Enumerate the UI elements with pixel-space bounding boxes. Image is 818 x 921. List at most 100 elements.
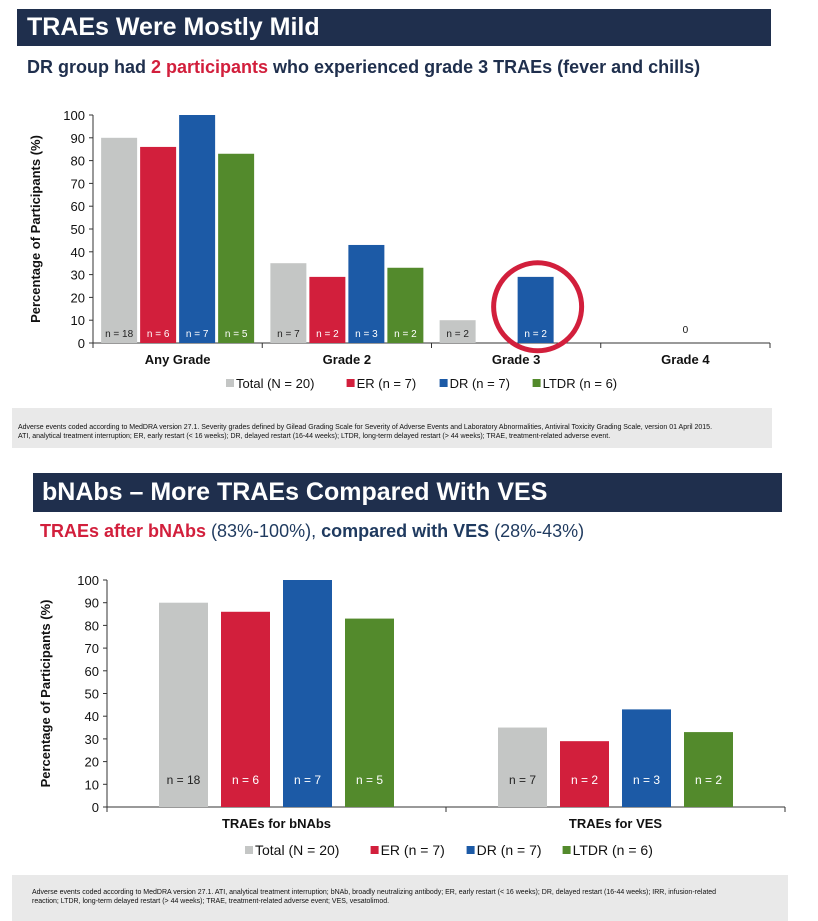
legend-label-total: Total (N = 20) [236, 376, 314, 391]
legend-label-total: Total (N = 20) [255, 842, 339, 858]
bar-dr [622, 709, 671, 807]
legend-swatch-ltdr [562, 846, 571, 854]
bar-total [101, 137, 138, 343]
subtitle-text-1: DR group had [27, 57, 151, 77]
bar-dr [179, 115, 216, 343]
subtitle-highlight: 2 participants [151, 57, 269, 77]
bar-ltdr [218, 153, 255, 343]
legend-swatch-dr [466, 846, 475, 854]
bar-n-label: n = 5 [356, 773, 383, 787]
bar-total [270, 263, 307, 343]
legend-label-dr: DR (n = 7) [450, 376, 510, 391]
bnab-ves-bar-chart: 0 10 20 30 40 50 60 70 80 90 100 Percentage of Part… [38, 573, 786, 858]
slide-2-title: bNAbs – More TRAEs Compared With VES [33, 473, 782, 512]
y-tick-label: 60 [71, 199, 85, 214]
slide-1-title: TRAEs Were Mostly Mild [17, 9, 771, 46]
legend-label-er: ER (n = 7) [381, 842, 445, 858]
slide-1-subtitle: DR group had 2 participants who experien… [27, 57, 700, 78]
y-tick-label: 0 [78, 336, 85, 351]
subtitle-range-2: (28%-43%) [489, 521, 585, 541]
legend-swatch-ltdr [532, 379, 541, 387]
y-tick-label: 20 [85, 755, 99, 770]
y-tick-label: 50 [71, 222, 85, 237]
bar-n-label: n = 7 [294, 773, 321, 787]
bar-n-label: n = 7 [186, 329, 209, 340]
x-category-label: Grade 2 [323, 352, 371, 367]
highlight-circle [491, 260, 585, 354]
footnote-line-2: ATI, analytical treatment interruption; … [18, 433, 611, 440]
y-tick-label: 100 [63, 108, 85, 123]
y-tick-label: 80 [71, 154, 85, 169]
bar-n-label: n = 7 [509, 773, 536, 787]
y-tick-label: 30 [85, 732, 99, 747]
y-tick-label: 100 [77, 573, 99, 588]
x-category-label: Any Grade [145, 352, 211, 367]
legend-label-ltdr: LTDR (n = 6) [573, 842, 653, 858]
bar-n-label: n = 2 [524, 329, 547, 340]
bar-dr [283, 580, 332, 807]
y-tick-label: 0 [92, 800, 99, 815]
y-tick-label: 20 [71, 290, 85, 305]
y-tick-label: 60 [85, 664, 99, 679]
x-category-label: Grade 4 [661, 352, 710, 367]
bar-total [498, 727, 547, 807]
bar-ltdr [387, 267, 424, 343]
y-axis-label: Percentage of Participants (%) [28, 135, 43, 323]
bar-n-label: n = 2 [394, 329, 417, 340]
legend-swatch-dr [439, 379, 448, 387]
legend-swatch-er [346, 379, 355, 387]
legend-swatch-total [245, 846, 253, 854]
bar-er [140, 146, 177, 343]
bar-total [439, 320, 476, 343]
subtitle-red: TRAEs after bNAbs [40, 521, 207, 541]
bar-n-label: n = 6 [147, 329, 170, 340]
bar-n-label: n = 3 [633, 773, 660, 787]
footnote-line-1: Adverse events coded according to MedDRA… [32, 889, 717, 896]
slide-2-footnote: Adverse events coded according to MedDRA… [12, 875, 788, 921]
y-axis-label: Percentage of Participants (%) [38, 600, 53, 788]
slide-2-subtitle: TRAEs after bNAbs (83%-100%), compared w… [40, 521, 584, 542]
bar-n-label: n = 18 [167, 773, 201, 787]
bar-ltdr [684, 732, 733, 807]
bar-ltdr [345, 618, 394, 807]
bar-dr [517, 276, 554, 343]
bar-n-label: n = 2 [695, 773, 722, 787]
y-tick-label: 70 [85, 641, 99, 656]
bar-total [159, 602, 208, 807]
grade-bar-chart: 0 10 20 30 40 50 60 70 80 90 100 Percentage of Part… [28, 108, 771, 391]
bar-er [221, 611, 270, 807]
bar-er [309, 276, 346, 343]
y-tick-label: 10 [85, 777, 99, 792]
legend-label-er: ER (n = 7) [357, 376, 417, 391]
bar-n-label: n = 18 [105, 329, 134, 340]
subtitle-compare: compared with VES [321, 521, 490, 541]
y-tick-label: 80 [85, 618, 99, 633]
x-category-label: Grade 3 [492, 352, 540, 367]
legend-label-ltdr: LTDR (n = 6) [543, 376, 618, 391]
bar-n-label: n = 2 [446, 329, 469, 340]
legend-label-dr: DR (n = 7) [477, 842, 542, 858]
legend-swatch-total [226, 379, 234, 387]
y-tick-label: 40 [85, 709, 99, 724]
bar-n-label: n = 7 [277, 329, 300, 340]
slide-1-footnote: Adverse events coded according to MedDRA… [12, 408, 772, 448]
x-category-label: TRAEs for VES [569, 816, 663, 831]
footnote-line-1: Adverse events coded according to MedDRA… [18, 424, 713, 431]
y-tick-label: 70 [71, 176, 85, 191]
zero-annotation: 0 [683, 325, 689, 336]
bar-n-label: n = 2 [571, 773, 598, 787]
y-tick-label: 30 [71, 268, 85, 283]
slide-1: TRAEs Were Mostly Mild DR group had 2 pa… [0, 0, 818, 460]
x-category-label: TRAEs for bNAbs [222, 816, 331, 831]
bar-dr [348, 244, 385, 343]
bar-n-label: n = 5 [225, 329, 248, 340]
y-tick-label: 90 [85, 596, 99, 611]
bar-n-label: n = 2 [316, 329, 339, 340]
bar-n-label: n = 6 [232, 773, 259, 787]
subtitle-text-2: who experienced grade 3 TRAEs (fever and… [268, 57, 701, 77]
slide-2: bNAbs – More TRAEs Compared With VES TRA… [0, 464, 818, 921]
legend-swatch-er [370, 846, 379, 854]
subtitle-range-1: (83%-100%), [206, 521, 322, 541]
bar-er [560, 741, 609, 807]
bar-n-label: n = 3 [355, 329, 378, 340]
